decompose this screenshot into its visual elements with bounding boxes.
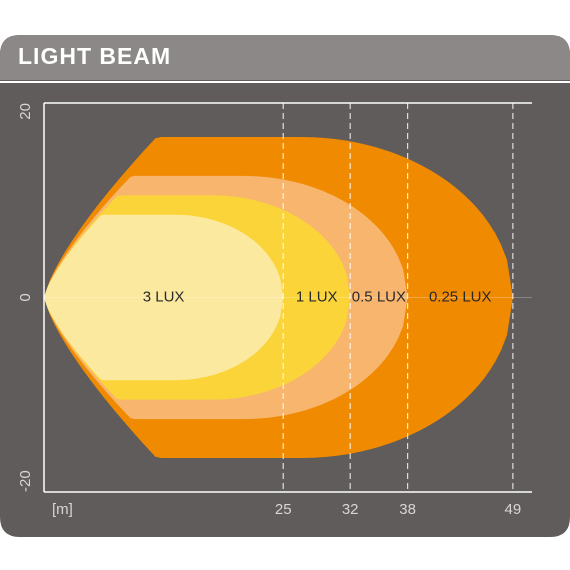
chart-title: LIGHT BEAM [18, 43, 171, 69]
x-tick-label: 32 [342, 501, 359, 518]
beams [44, 137, 513, 458]
title-bar [0, 35, 570, 80]
x-tick-label: 25 [275, 501, 292, 518]
x-tick-label: 38 [399, 501, 416, 518]
zone-label: 1 LUX [296, 288, 338, 305]
x-unit: [m] [52, 501, 73, 518]
zone-label: 0.5 LUX [352, 288, 406, 305]
zone-label: 3 LUX [143, 288, 185, 305]
x-tick-label: 49 [505, 501, 522, 518]
y-tick-label: 0 [17, 293, 34, 301]
zone-label: 0.25 LUX [429, 288, 492, 305]
overlay: 3 LUX 1 LUX 0.5 LUX 0.25 LUX 25 32 38 49 20 0 -20 [17, 102, 532, 518]
y-tick-label: 20 [17, 103, 34, 120]
beam-zone [44, 214, 284, 381]
y-tick-label: -20 [17, 470, 34, 492]
